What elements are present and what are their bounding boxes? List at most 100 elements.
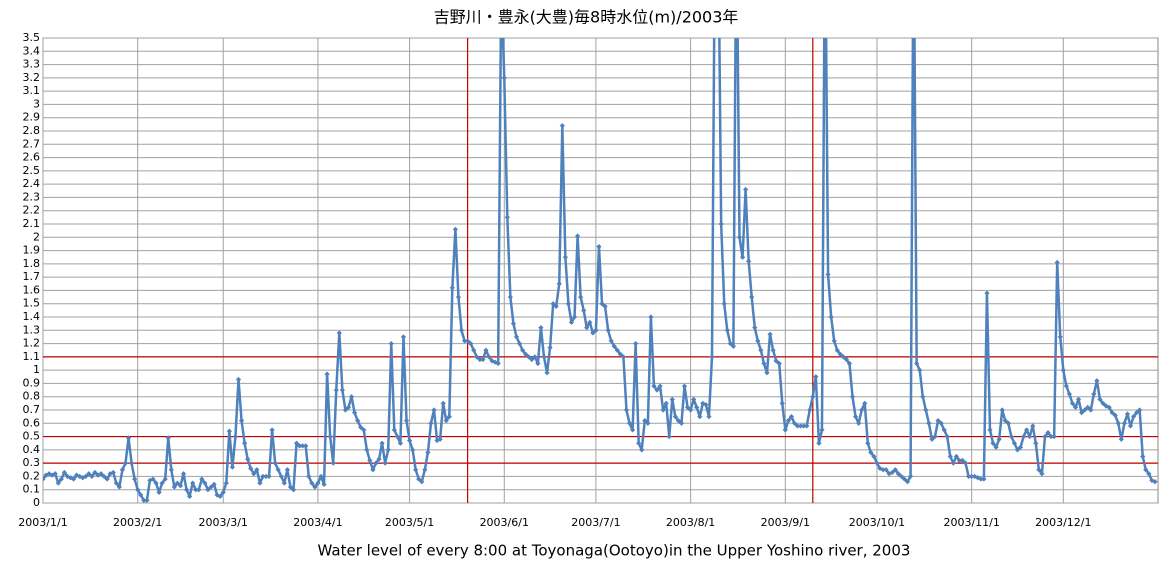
marker: [752, 325, 758, 331]
marker: [217, 493, 223, 499]
marker: [654, 387, 660, 393]
marker: [889, 469, 895, 476]
marker: [180, 471, 187, 477]
marker: [819, 427, 825, 433]
y-tick-label: 0.1: [23, 483, 41, 496]
marker: [944, 433, 950, 440]
marker: [510, 321, 517, 327]
marker: [293, 440, 300, 446]
marker: [669, 396, 675, 402]
marker: [617, 351, 623, 357]
marker: [162, 476, 168, 482]
marker: [767, 331, 773, 337]
marker: [425, 449, 431, 456]
marker: [254, 467, 260, 473]
marker: [633, 340, 639, 347]
marker: [385, 447, 391, 453]
marker: [128, 460, 135, 466]
marker: [578, 294, 584, 300]
marker: [177, 483, 184, 489]
marker: [782, 427, 788, 433]
marker: [901, 476, 908, 482]
marker: [874, 460, 880, 466]
marker: [208, 484, 214, 490]
x-tick-label: 2003/12/1: [1035, 516, 1091, 529]
x-tick-label: 2003/5/1: [385, 516, 434, 529]
marker: [1036, 467, 1042, 473]
marker: [306, 473, 312, 480]
marker: [648, 314, 654, 320]
marker: [972, 473, 978, 480]
marker: [801, 423, 807, 429]
marker: [541, 354, 547, 360]
marker: [709, 354, 715, 360]
marker: [684, 404, 691, 410]
marker: [730, 343, 736, 349]
marker: [153, 480, 159, 486]
marker: [290, 487, 297, 493]
marker: [1069, 400, 1076, 406]
marker: [309, 480, 315, 486]
marker: [645, 420, 651, 426]
marker: [339, 387, 345, 393]
marker: [966, 473, 972, 480]
marker: [608, 338, 614, 344]
marker: [278, 473, 284, 480]
marker: [1085, 404, 1091, 410]
marker: [926, 420, 932, 426]
marker: [587, 319, 593, 325]
marker: [593, 327, 599, 333]
y-tick-label: 2.5: [23, 164, 41, 177]
y-tick-label: 1.9: [23, 244, 41, 257]
marker: [92, 469, 98, 476]
marker: [382, 460, 388, 466]
marker: [122, 460, 129, 466]
marker: [675, 418, 681, 424]
x-axis-label: Water level of every 8:00 at Toyonaga(Oo…: [318, 542, 911, 560]
marker: [556, 281, 562, 287]
marker: [373, 460, 379, 466]
marker: [694, 404, 700, 410]
marker: [559, 123, 565, 129]
marker: [190, 480, 196, 486]
marker: [242, 440, 248, 446]
marker: [865, 440, 871, 446]
y-tick-label: 0.9: [23, 376, 41, 389]
marker: [605, 327, 611, 333]
marker: [1100, 400, 1106, 406]
marker: [929, 436, 935, 442]
marker: [1027, 433, 1033, 440]
marker: [920, 394, 926, 400]
marker: [336, 330, 342, 336]
marker: [1109, 410, 1115, 416]
marker: [232, 433, 239, 440]
marker: [471, 347, 477, 353]
marker: [932, 433, 938, 440]
marker: [1011, 440, 1018, 446]
marker: [501, 75, 507, 81]
marker: [391, 427, 397, 433]
marker: [663, 400, 669, 406]
marker: [125, 435, 132, 441]
marker: [724, 327, 730, 333]
marker: [672, 414, 678, 420]
marker: [993, 444, 999, 450]
marker: [171, 484, 177, 490]
marker: [849, 394, 856, 400]
marker: [681, 383, 688, 389]
y-tick-label: 2.4: [23, 177, 41, 190]
marker: [859, 407, 865, 413]
marker: [1118, 436, 1124, 442]
marker: [95, 472, 101, 478]
marker: [119, 467, 126, 473]
marker: [49, 472, 55, 478]
y-tick-label: 1.7: [23, 270, 41, 283]
marker: [736, 234, 743, 240]
marker: [856, 420, 862, 426]
marker: [1039, 471, 1045, 477]
marker: [953, 453, 959, 460]
marker: [70, 476, 77, 482]
marker: [981, 476, 987, 482]
marker: [116, 484, 122, 490]
